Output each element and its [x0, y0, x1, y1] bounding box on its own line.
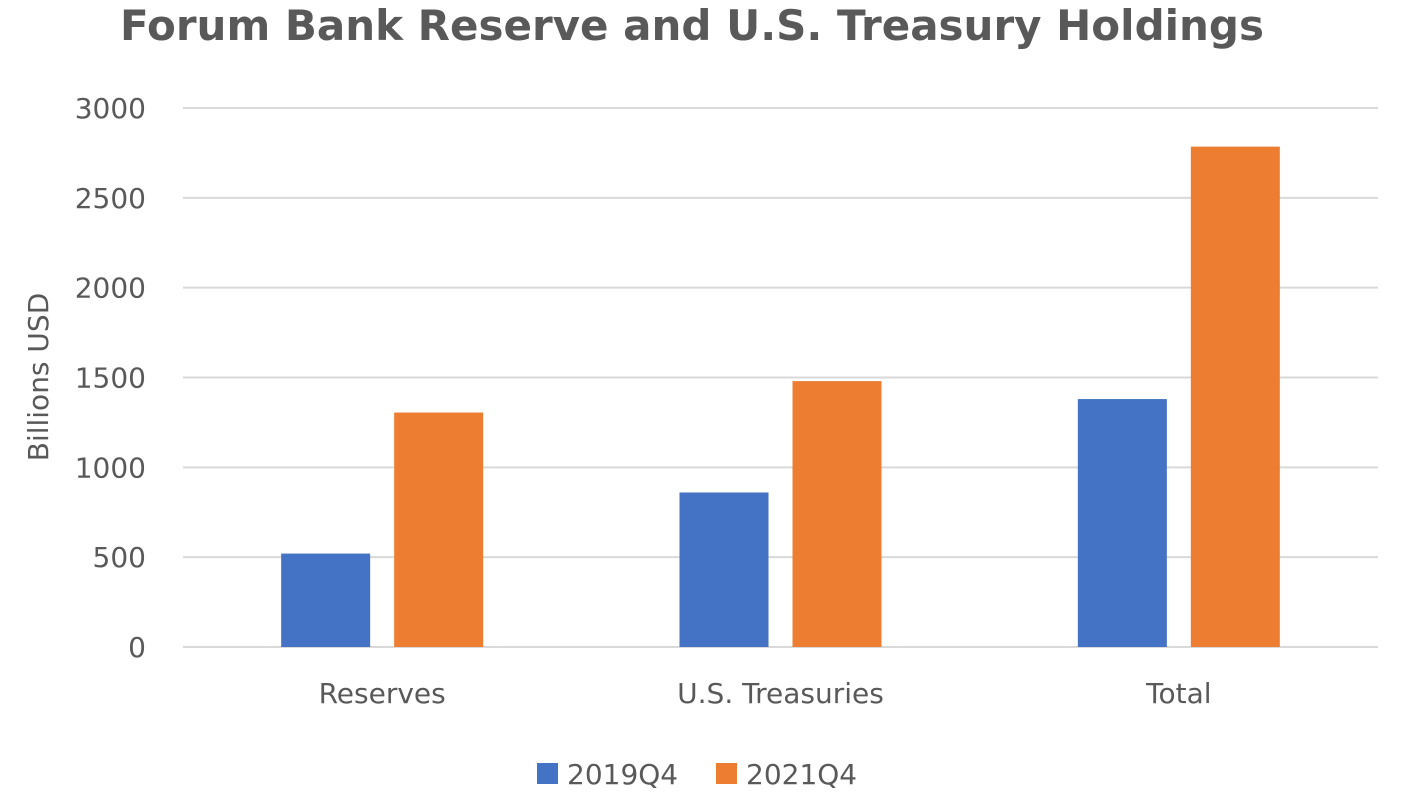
x-category-label: Total [1145, 677, 1211, 710]
chart-title: Forum Bank Reserve and U.S. Treasury Hol… [120, 1, 1264, 50]
bars [281, 146, 1280, 647]
bar-2019Q4-total [1077, 399, 1167, 647]
y-tick-label: 1000 [75, 451, 146, 484]
y-tick-label: 500 [93, 541, 146, 574]
y-axis-label: Billions USD [22, 293, 55, 462]
y-axis-ticks: 0 500 1000 1500 2000 2500 3000 [75, 92, 146, 664]
bar-2021Q4-u-s-treasuries [792, 381, 882, 647]
y-tick-label: 1500 [75, 362, 146, 395]
bar-2021Q4-total [1190, 146, 1280, 647]
x-axis-categories: Reserves U.S. Treasuries Total [319, 677, 1212, 710]
bar-2021Q4-reserves [394, 412, 484, 647]
bar-2019Q4-reserves [281, 553, 371, 647]
y-tick-label: 3000 [75, 92, 146, 125]
x-category-label: Reserves [319, 677, 446, 710]
gridlines [183, 107, 1378, 648]
y-tick-label: 2500 [75, 182, 146, 215]
legend-swatch-2019Q4 [537, 763, 558, 784]
legend-label: 2021Q4 [746, 758, 857, 791]
x-category-label: U.S. Treasuries [677, 677, 884, 710]
y-tick-label: 0 [128, 631, 146, 664]
bar-2019Q4-u-s-treasuries [679, 492, 769, 647]
y-tick-label: 2000 [75, 272, 146, 305]
legend: 2019Q4 2021Q4 [537, 758, 857, 791]
legend-label: 2019Q4 [567, 758, 678, 791]
legend-swatch-2021Q4 [716, 763, 737, 784]
